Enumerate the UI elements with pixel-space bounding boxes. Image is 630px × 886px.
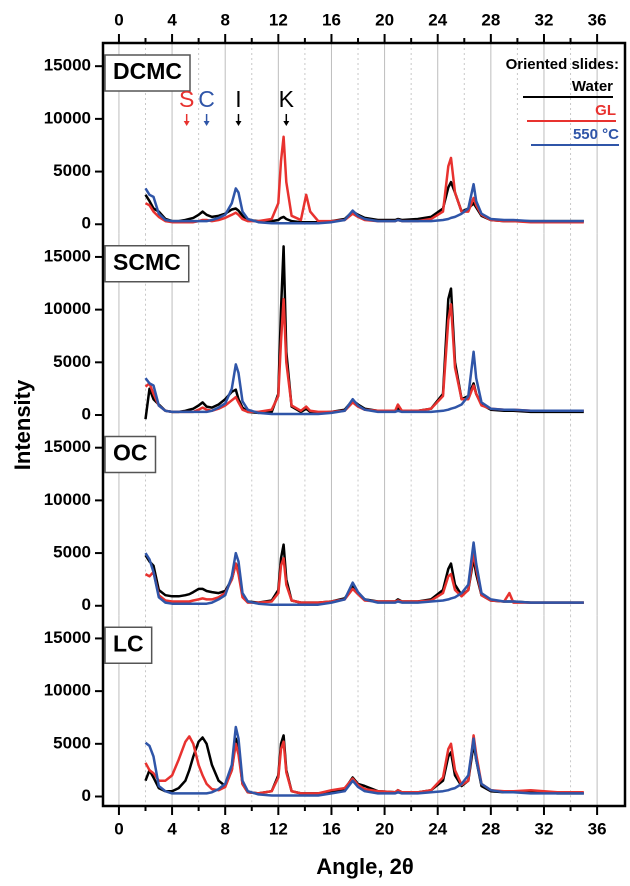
panel-label: SCMC <box>113 249 181 275</box>
y-tick-label: 15000 <box>44 246 91 265</box>
y-tick-label: 10000 <box>44 490 91 509</box>
annotation: S <box>179 86 194 112</box>
x-tick-label: 24 <box>428 819 447 838</box>
annotation-arrowhead <box>283 121 290 126</box>
x-tick-label: 28 <box>481 819 500 838</box>
legend-entry: Water <box>572 78 613 95</box>
data-line <box>144 135 584 224</box>
y-tick-label: 0 <box>82 595 91 614</box>
y-tick-label: 15000 <box>44 628 91 647</box>
legend-entry: 550 °C <box>573 126 619 143</box>
annotation: K <box>279 86 295 112</box>
x-tick-label: 32 <box>535 819 554 838</box>
legend-title: Oriented slides: <box>506 56 619 73</box>
data-line <box>144 551 584 604</box>
x-tick-label: 4 <box>167 819 177 838</box>
x-tick-label: 12 <box>269 10 288 29</box>
annotation: I <box>235 86 241 112</box>
data-line <box>144 297 584 414</box>
y-tick-label: 15000 <box>44 437 91 456</box>
legend-entry: GL <box>595 102 616 119</box>
panel-label-box <box>104 435 157 474</box>
x-tick-label: 36 <box>588 819 607 838</box>
y-tick-label: 5000 <box>53 733 91 752</box>
panel-label: LC <box>113 630 144 656</box>
y-tick-label: 0 <box>82 786 91 805</box>
panel-label-box <box>104 626 153 664</box>
x-axis-label: Angle, 2θ <box>316 854 413 879</box>
panel-label: OC <box>113 440 148 466</box>
x-tick-label: 28 <box>481 10 500 29</box>
annotation-arrowhead <box>235 121 242 126</box>
panel-label-box <box>104 54 191 92</box>
x-tick-label: 0 <box>114 819 123 838</box>
x-tick-label: 8 <box>220 819 229 838</box>
annotation-arrowhead <box>203 121 210 126</box>
x-tick-label: 4 <box>167 10 177 29</box>
x-tick-label: 32 <box>535 10 554 29</box>
y-tick-label: 5000 <box>53 161 91 180</box>
y-axis-label: Intensity <box>10 379 35 470</box>
y-tick-label: 10000 <box>44 681 91 700</box>
x-tick-label: 20 <box>375 10 394 29</box>
data-line <box>144 182 584 225</box>
data-line <box>144 734 584 795</box>
x-tick-label: 16 <box>322 10 341 29</box>
y-tick-label: 5000 <box>53 543 91 562</box>
x-tick-label: 36 <box>588 10 607 29</box>
y-tick-label: 5000 <box>53 352 91 371</box>
y-tick-label: 0 <box>82 214 91 233</box>
plot-frame <box>101 41 627 808</box>
annotation: C <box>198 86 215 112</box>
x-tick-label: 0 <box>114 10 123 29</box>
y-tick-label: 10000 <box>44 108 91 127</box>
data-line <box>144 180 584 224</box>
x-tick-label: 20 <box>375 819 394 838</box>
data-line <box>144 725 584 797</box>
x-tick-label: 24 <box>428 10 447 29</box>
data-line <box>144 350 584 416</box>
annotation-arrowhead <box>183 121 190 126</box>
y-tick-label: 10000 <box>44 299 91 318</box>
data-line <box>144 245 584 420</box>
y-tick-label: 0 <box>82 404 91 423</box>
y-tick-label: 15000 <box>44 56 91 75</box>
data-line <box>144 541 584 606</box>
x-tick-label: 8 <box>220 10 229 29</box>
panel-label-box <box>104 245 190 283</box>
data-line <box>144 543 584 604</box>
plot-layer <box>118 43 598 806</box>
panel-label: DCMC <box>113 58 182 84</box>
x-tick-label: 16 <box>322 819 341 838</box>
x-tick-label: 12 <box>269 819 288 838</box>
